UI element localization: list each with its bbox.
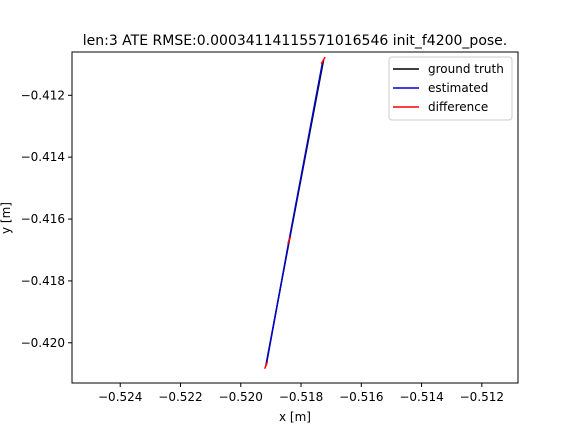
plot-frame — [71, 51, 519, 384]
x-tick-label: −0.512 — [460, 390, 504, 404]
y-axis-ticks: −0.412 −0.414 −0.416 −0.418 −0.420 — [21, 88, 72, 350]
x-tick-label: −0.516 — [339, 390, 383, 404]
x-tick-label: −0.524 — [98, 390, 142, 404]
x-tick-label: −0.520 — [219, 390, 263, 404]
legend-box — [388, 56, 513, 121]
legend-label-estimated: estimated — [428, 81, 488, 95]
series-segment-difference — [287, 236, 292, 244]
x-tick-label: −0.518 — [279, 390, 323, 404]
data-layer — [263, 56, 326, 370]
y-tick-label: −0.416 — [21, 212, 65, 226]
y-tick-label: −0.414 — [21, 150, 65, 164]
chart-title: len:3 ATE RMSE:0.00034114115571016546 in… — [83, 33, 508, 49]
x-axis-label: x [m] — [279, 410, 311, 424]
x-tick-label: −0.522 — [158, 390, 202, 404]
y-tick-label: −0.418 — [21, 274, 65, 288]
series-segment-difference — [263, 361, 269, 370]
legend: ground truth estimated difference — [388, 56, 513, 121]
x-axis-ticks: −0.524 −0.522 −0.520 −0.518 −0.516 −0.514 −0.5… — [98, 383, 504, 404]
x-tick-label: −0.514 — [399, 390, 443, 404]
legend-label-ground-truth: ground truth — [428, 62, 504, 76]
y-tick-label: −0.420 — [21, 336, 65, 350]
y-tick-label: −0.412 — [21, 88, 65, 102]
legend-label-difference: difference — [428, 100, 488, 114]
series-segment-difference — [320, 56, 326, 65]
y-axis-label: y [m] — [0, 202, 13, 234]
